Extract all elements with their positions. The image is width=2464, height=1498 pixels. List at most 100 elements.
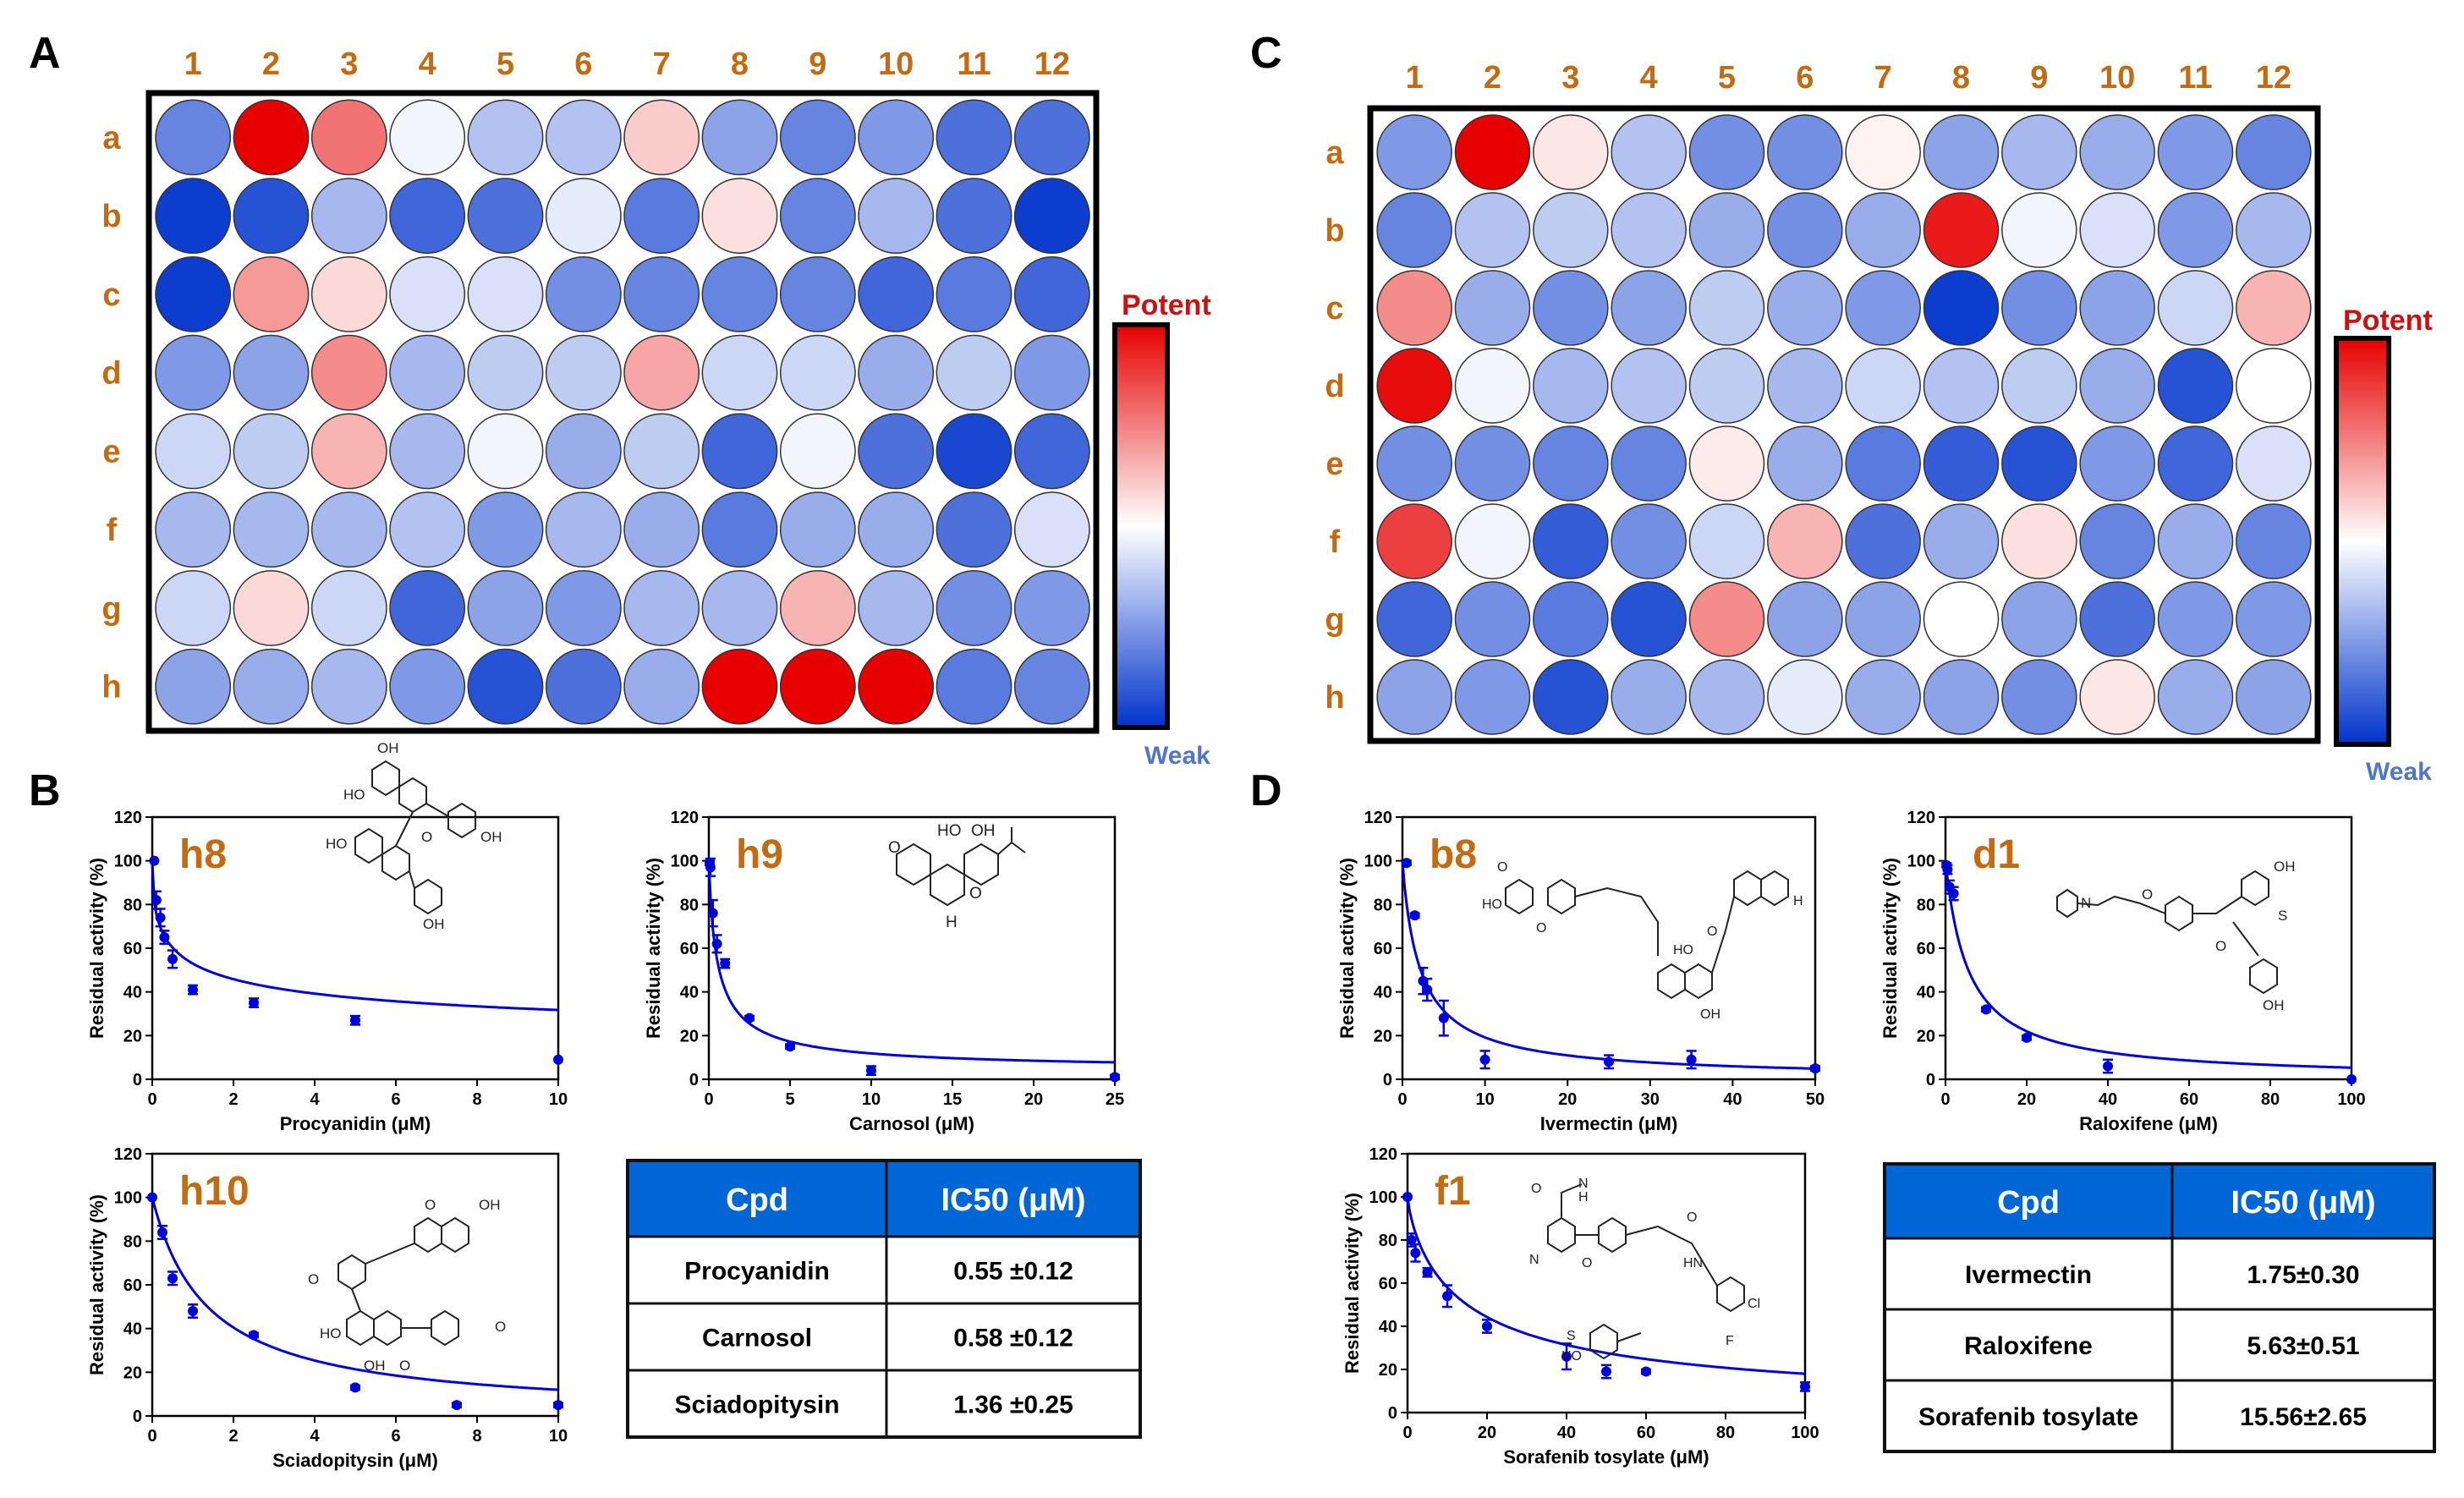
table-cell: 0.58 ±0.12 <box>953 1325 1073 1353</box>
well-g8 <box>701 569 778 646</box>
well-g2 <box>1454 581 1531 657</box>
data-point <box>720 958 731 969</box>
y-tick-label: 0 <box>689 1071 699 1089</box>
well-e6 <box>545 413 622 490</box>
y-tick-label: 100 <box>1907 853 1935 871</box>
data-point <box>785 1041 795 1052</box>
y-tick-label: 0 <box>133 1071 142 1089</box>
data-point <box>1438 1012 1449 1023</box>
y-tick-label: 60 <box>1917 940 1935 958</box>
x-tick-label: 4 <box>310 1090 320 1109</box>
data-point <box>452 1400 462 1411</box>
well-f4 <box>1611 503 1687 579</box>
well-a11 <box>936 99 1012 176</box>
well-c6 <box>545 255 622 332</box>
well-c8 <box>701 255 778 332</box>
well-a11 <box>2157 114 2234 190</box>
data-point <box>1479 1054 1490 1065</box>
well-c3 <box>1533 270 1609 346</box>
well-d5 <box>467 334 544 411</box>
well-e11 <box>2157 425 2234 502</box>
atom-label: O <box>2142 886 2153 903</box>
well-b7 <box>1845 192 1921 268</box>
x-tick-label: 10 <box>549 1090 568 1109</box>
atom-label: O <box>1687 1210 1697 1225</box>
column-label: 9 <box>809 47 826 82</box>
data-point <box>1401 858 1412 869</box>
well-f8 <box>701 491 778 568</box>
column-label: 7 <box>1874 60 1892 96</box>
well-f2 <box>1454 503 1531 579</box>
well-b11 <box>2157 192 2234 268</box>
well-h1 <box>155 648 232 725</box>
well-f10 <box>858 491 935 568</box>
atom-label: O <box>1582 1256 1592 1270</box>
well-d2 <box>1454 348 1531 424</box>
well-d8 <box>1923 348 2000 424</box>
atom-label: F <box>1726 1334 1734 1348</box>
y-tick-label: 120 <box>1364 809 1392 827</box>
y-tick-label: 80 <box>1379 1232 1397 1250</box>
data-point <box>1442 1291 1452 1302</box>
data-point <box>350 1015 360 1026</box>
well-b10 <box>858 178 935 255</box>
table-header-cell: IC50 (μM) <box>2231 1185 2375 1221</box>
well-g12 <box>2236 581 2312 657</box>
well-h12 <box>2236 659 2312 735</box>
colorbar-weak-label: Weak <box>2366 758 2432 786</box>
well-a4 <box>1611 114 1687 190</box>
well-b1 <box>1376 192 1452 268</box>
well-a8 <box>1923 114 2000 190</box>
well-d11 <box>2157 348 2234 424</box>
data-point <box>1422 1267 1433 1278</box>
x-tick-label: 10 <box>549 1427 568 1446</box>
y-tick-label: 60 <box>1379 1275 1397 1293</box>
row-label: g <box>1325 602 1344 638</box>
ic50-table-d: Cpd IC50 (μM) Ivermectin 1.75±0.30 Raloxifen… <box>1883 1162 2436 1453</box>
row-label: e <box>102 434 120 469</box>
row-label: a <box>1325 135 1344 171</box>
well-h6 <box>1767 659 1843 735</box>
well-h2 <box>233 648 310 725</box>
well-f6 <box>1767 503 1843 579</box>
x-tick-label: 2 <box>228 1427 238 1446</box>
well-g5 <box>1688 581 1765 657</box>
well-e3 <box>310 413 387 490</box>
well-c4 <box>389 255 466 332</box>
well-f4 <box>389 491 466 568</box>
well-c10 <box>858 255 935 332</box>
well-f12 <box>1013 491 1090 568</box>
well-a1 <box>155 99 232 176</box>
well-b5 <box>1688 192 1765 268</box>
panel-label-d: D <box>1250 766 1282 815</box>
well-a5 <box>467 99 544 176</box>
colorbar-potent-label: Potent <box>2343 305 2433 337</box>
fit-curve <box>151 1197 559 1391</box>
well-c7 <box>623 255 700 332</box>
well-h10 <box>858 648 935 725</box>
y-axis-label: Residual activity (%) <box>1342 1193 1363 1374</box>
x-tick-label: 10 <box>862 1090 881 1109</box>
atom-label: N <box>1529 1253 1539 1267</box>
table-frame <box>1883 1162 2436 1453</box>
data-point <box>1409 910 1420 921</box>
atom-label: Cl <box>1748 1297 1760 1311</box>
data-point <box>705 862 716 873</box>
x-tick-label: 2 <box>228 1090 238 1109</box>
data-point <box>1800 1381 1810 1392</box>
panel-label-a: A <box>29 29 61 78</box>
x-tick-label: 8 <box>472 1090 481 1109</box>
data-point <box>157 1227 167 1237</box>
atom-label: OH <box>480 829 502 845</box>
well-g1 <box>155 569 232 646</box>
panel-label-b: B <box>29 766 61 815</box>
well-c11 <box>2157 270 2234 346</box>
well-c12 <box>2236 270 2312 346</box>
fit-curve <box>1401 860 1816 1070</box>
table-cell: Sciadopitysin <box>674 1391 839 1419</box>
x-axis-label: Raloxifene (μM) <box>2079 1113 2218 1134</box>
column-label: 9 <box>2030 60 2048 96</box>
well-g9 <box>2001 581 2077 657</box>
well-g8 <box>1923 581 2000 657</box>
data-point <box>711 938 722 949</box>
